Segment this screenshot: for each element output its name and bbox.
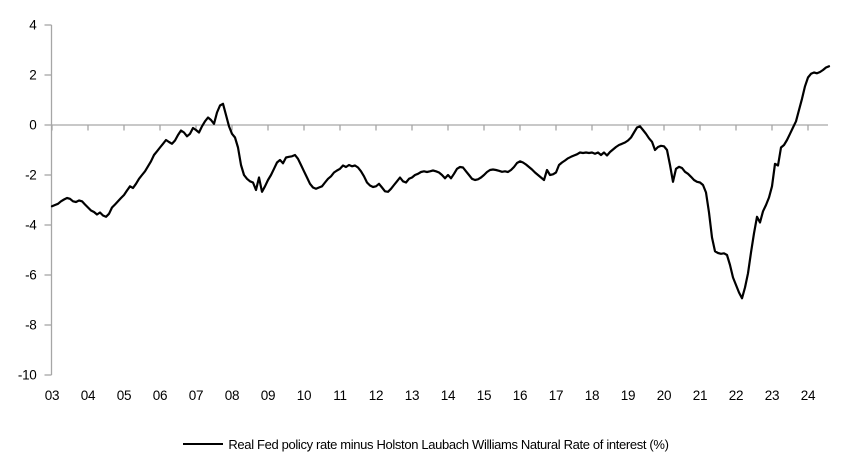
x-tick-label: 06 [153, 388, 167, 403]
y-tick-label: 0 [29, 118, 36, 133]
y-tick-label: -6 [25, 268, 36, 283]
x-tick-label: 22 [729, 388, 743, 403]
x-tick-label: 12 [369, 388, 383, 403]
x-tick-label: 11 [333, 388, 346, 403]
x-tick-label: 23 [765, 388, 779, 403]
x-tick-label: 19 [621, 388, 635, 403]
x-tick-label: 18 [585, 388, 599, 403]
x-tick-label: 07 [189, 388, 203, 403]
y-tick-label: -2 [25, 168, 36, 183]
y-tick-label: -10 [18, 368, 37, 383]
x-tick-label: 05 [117, 388, 131, 403]
x-tick-label: 08 [225, 388, 239, 403]
legend-line-swatch [183, 443, 224, 445]
x-tick-label: 03 [45, 388, 59, 403]
x-tick-label: 04 [81, 388, 96, 403]
x-tick-label: 16 [513, 388, 527, 403]
y-tick-label: 2 [29, 68, 36, 83]
y-tick-label: -4 [25, 218, 37, 233]
y-tick-label: 4 [29, 18, 37, 33]
x-tick-label: 15 [477, 388, 491, 403]
x-tick-label: 21 [693, 388, 707, 403]
legend-label: Real Fed policy rate minus Holston Lauba… [228, 436, 669, 452]
x-tick-label: 09 [261, 388, 275, 403]
series-line [50, 65, 831, 300]
legend: Real Fed policy rate minus Holston Lauba… [0, 433, 852, 455]
x-tick-label: 14 [441, 388, 456, 403]
x-tick-label: 10 [297, 388, 311, 403]
x-tick-label: 24 [801, 388, 816, 403]
y-tick-label: -8 [25, 318, 36, 333]
x-tick-label: 17 [549, 388, 563, 403]
x-tick-label: 13 [405, 388, 419, 403]
x-tick-label: 20 [657, 388, 671, 403]
